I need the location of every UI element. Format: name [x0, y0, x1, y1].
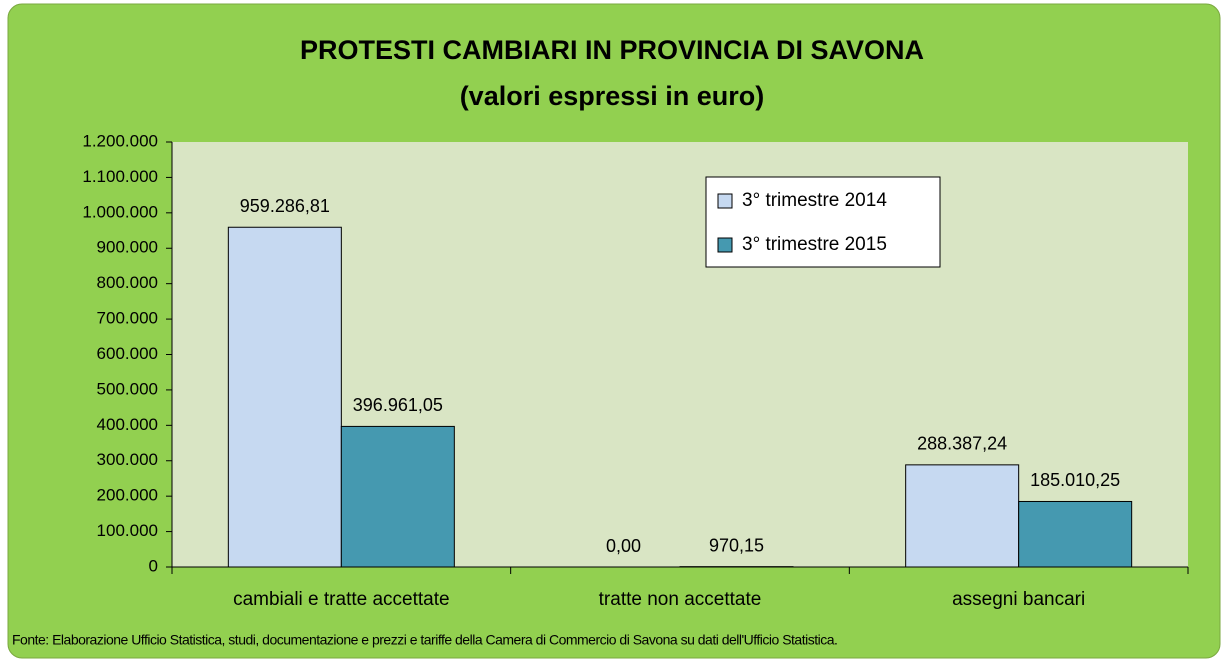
value-label: 959.286,81: [240, 196, 330, 216]
legend-label: 3° trimestre 2015: [742, 234, 887, 255]
value-label: 970,15: [709, 535, 764, 555]
y-tick-label: 100.000: [97, 521, 158, 540]
y-tick-label: 1.100.000: [82, 167, 158, 186]
legend-box: [705, 176, 941, 268]
y-tick-label: 400.000: [97, 415, 158, 434]
source-note: Fonte: Elaborazione Ufficio Statistica, …: [12, 632, 837, 648]
value-label: 396.961,05: [353, 395, 443, 415]
y-tick-label: 1.200.000: [82, 131, 158, 150]
y-tick-label: 0: [149, 556, 158, 575]
y-tick-label: 700.000: [97, 309, 158, 328]
x-tick-label: cambiali e tratte accettate: [233, 589, 450, 610]
y-tick-label: 1.000.000: [82, 202, 158, 221]
y-tick-label: 800.000: [97, 273, 158, 292]
x-tick-label: assegni bancari: [952, 589, 1085, 610]
chart-subtitle: (valori espressi in euro): [460, 81, 765, 111]
chart-title: PROTESTI CAMBIARI IN PROVINCIA DI SAVONA: [300, 35, 924, 65]
y-tick-label: 600.000: [97, 344, 158, 363]
value-label: 185.010,25: [1030, 470, 1120, 490]
value-label: 288.387,24: [917, 434, 1007, 454]
legend-label: 3° trimestre 2014: [742, 190, 887, 211]
value-label: 0,00: [606, 536, 641, 556]
bar: [340, 425, 455, 568]
legend-swatch: [717, 193, 733, 209]
bar: [227, 226, 342, 568]
y-tick-label: 200.000: [97, 486, 158, 505]
x-tick-label: tratte non accettate: [599, 589, 762, 610]
bar: [905, 464, 1020, 568]
y-tick-label: 900.000: [97, 238, 158, 257]
legend-swatch: [717, 237, 733, 253]
bar: [1018, 500, 1133, 568]
y-tick-label: 500.000: [97, 379, 158, 398]
y-tick-label: 300.000: [97, 450, 158, 469]
